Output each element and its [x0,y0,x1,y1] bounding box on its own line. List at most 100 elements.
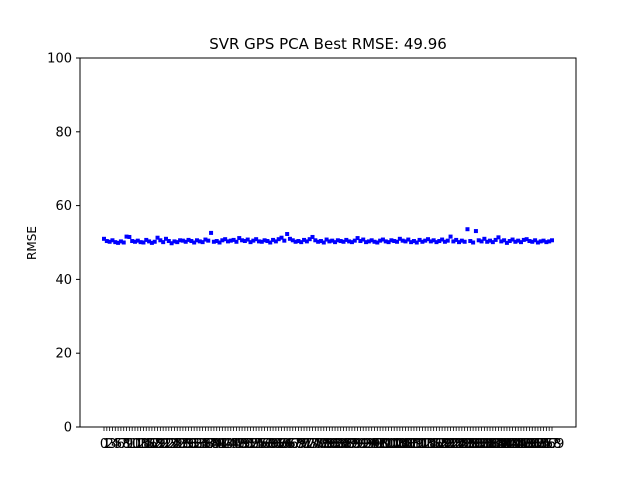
data-point [175,240,180,245]
x-tick-label: 146 [503,437,528,452]
data-point [521,237,526,242]
x-tick-label: 114 [413,437,438,452]
data-point [454,237,459,242]
x-tick-label: 48 [231,437,248,452]
x-tick-label: 70 [293,437,310,452]
data-point [499,239,504,244]
data-point [462,239,467,244]
data-point [304,239,309,244]
x-tick-label: 75 [307,437,324,452]
data-point [547,239,552,244]
x-tick-label: 138 [480,437,505,452]
x-tick-label: 154 [525,437,550,452]
data-point [386,240,391,245]
x-tick-label: 116 [418,437,443,452]
x-tick-label: 135 [472,437,497,452]
x-tick-label: 18 [146,437,163,452]
data-point [192,240,197,245]
x-tick-label: 136 [475,437,500,452]
data-point [383,239,388,244]
y-tick-label: 60 [55,199,72,214]
data-point [211,239,216,244]
data-point [369,238,374,243]
x-tick-label: 63 [273,437,290,452]
data-point [135,238,140,243]
x-tick-label: 109 [399,437,424,452]
data-point [307,237,312,242]
y-axis-label: RMSE [25,226,39,260]
data-point [155,235,160,240]
data-point [141,240,146,245]
x-tick-label: 139 [483,437,508,452]
x-tick-label: 40 [208,437,225,452]
data-point [468,239,473,244]
x-tick-label: 150 [514,437,539,452]
data-points [102,227,554,246]
data-point [409,240,414,245]
data-point [459,238,464,243]
data-point [440,237,445,242]
data-point [110,238,115,243]
x-tick-label: 115 [416,437,441,452]
data-point [397,236,402,241]
data-point [457,240,462,245]
x-tick-label: 7 [120,437,128,452]
data-point [197,239,202,244]
data-point [324,237,329,242]
data-point [127,234,132,239]
data-point [431,238,436,243]
data-point [527,239,532,244]
x-tick-label: 5 [114,437,122,452]
x-tick-label: 13 [132,437,149,452]
x-tick-label: 62 [270,437,287,452]
data-point [510,237,515,242]
data-point [268,240,273,245]
data-point [442,239,447,244]
x-tick-label: 83 [330,437,347,452]
x-tick-label: 157 [534,437,559,452]
data-point [149,240,154,245]
data-point [242,239,247,244]
x-tick-label: 84 [332,437,349,452]
x-tick-label: 19 [149,437,166,452]
data-point [504,240,509,245]
data-point [372,239,377,244]
data-point [163,236,168,241]
x-tick-label: 158 [537,437,562,452]
x-tick-label: 9 [125,437,133,452]
x-tick-label: 90 [349,437,366,452]
data-point [318,239,323,244]
x-tick-label: 108 [396,437,421,452]
data-point [310,234,315,239]
data-point [364,240,369,245]
x-tick-label: 117 [421,437,446,452]
x-tick-label: 29 [177,437,194,452]
data-point [121,240,126,245]
data-point [519,240,524,245]
x-tick-label: 128 [452,437,477,452]
data-point [550,238,554,243]
x-tick-label: 16 [141,437,158,452]
data-point [316,239,321,244]
x-tick-label: 119 [427,437,452,452]
data-point [502,238,507,243]
x-tick-label: 39 [206,437,223,452]
data-point [490,240,495,245]
x-tick-label: 122 [435,437,460,452]
data-point [403,239,408,244]
data-point [158,238,163,243]
plot-frame [79,57,577,428]
data-point [482,236,487,241]
x-tick-label: 21 [155,437,172,452]
x-tick-label: 149 [511,437,536,452]
x-tick-label: 54 [248,437,265,452]
x-tick-label: 11 [127,437,144,452]
x-tick-label: 71 [296,437,313,452]
x-tick-label: 118 [424,437,449,452]
data-point [147,239,152,244]
data-point [228,238,233,243]
x-tick-label: 0 [100,437,108,452]
x-tick-label: 56 [254,437,271,452]
data-point [437,239,442,244]
x-tick-label: 61 [268,437,285,452]
